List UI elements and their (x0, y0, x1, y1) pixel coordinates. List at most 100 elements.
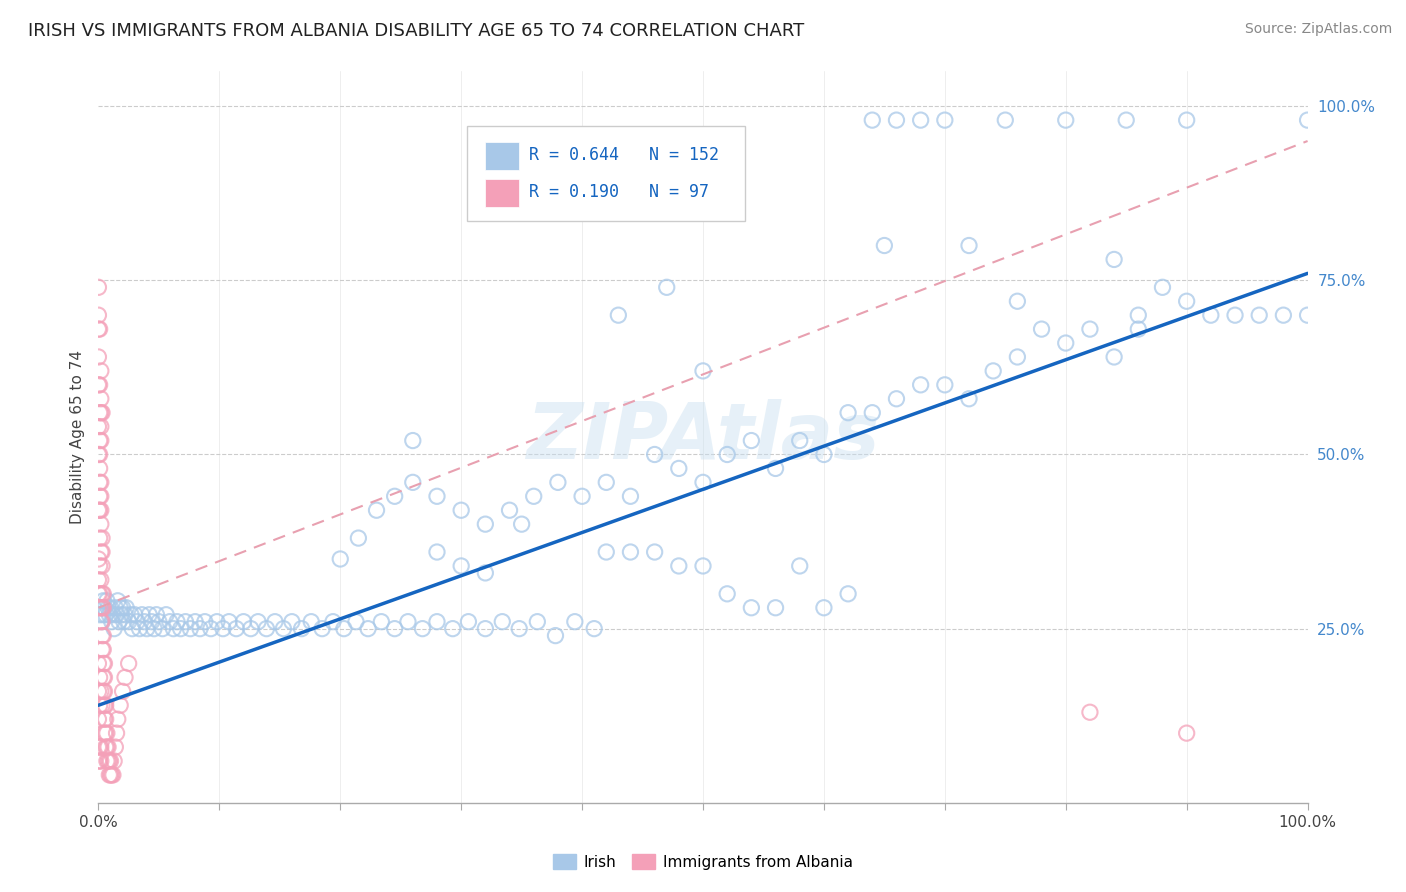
Point (87, 350, 110, 364)
Point (1272, 308, 1295, 322)
Point (89, 531, 111, 545)
Point (87, 754, 110, 768)
Point (87, 552, 110, 566)
Point (87, 308, 110, 322)
Point (91, 600, 114, 615)
Point (860, 113, 883, 128)
Point (89, 489, 111, 503)
Point (957, 238, 980, 252)
Text: R = 0.644   N = 152: R = 0.644 N = 152 (529, 146, 718, 164)
Point (112, 615, 135, 629)
Point (91, 698, 114, 713)
Point (498, 503, 520, 517)
Point (1102, 252, 1125, 267)
Point (143, 622, 166, 636)
Point (90, 392, 112, 406)
Point (91, 615, 114, 629)
Point (97, 600, 120, 615)
Point (1078, 705, 1101, 719)
Point (474, 566, 496, 580)
Point (90, 573, 112, 587)
Point (100, 754, 122, 768)
Point (668, 558, 690, 573)
Point (544, 629, 567, 643)
FancyBboxPatch shape (467, 126, 745, 221)
Point (813, 600, 835, 615)
Point (474, 622, 496, 636)
Point (91, 642, 114, 657)
Point (934, 377, 956, 392)
Text: ZIPAtlas: ZIPAtlas (526, 399, 880, 475)
Point (692, 558, 714, 573)
Point (152, 622, 174, 636)
Point (155, 607, 177, 622)
Point (860, 406, 883, 420)
Point (87, 587, 110, 601)
Point (90, 740, 112, 755)
Point (510, 517, 533, 532)
Point (329, 552, 352, 566)
Point (1102, 350, 1125, 364)
Point (91, 558, 114, 573)
Point (357, 622, 380, 636)
Point (120, 607, 142, 622)
Point (91, 600, 114, 615)
Point (1296, 113, 1319, 128)
Point (87, 448, 110, 462)
Point (225, 622, 247, 636)
Point (93, 698, 115, 713)
Point (89, 406, 111, 420)
Point (87, 573, 110, 587)
Point (716, 587, 738, 601)
Point (523, 489, 546, 503)
Point (1249, 308, 1271, 322)
Point (96, 594, 118, 608)
Point (873, 238, 896, 252)
Point (115, 600, 138, 615)
Point (118, 657, 141, 671)
Point (1054, 113, 1077, 128)
Point (1054, 336, 1077, 351)
Point (90, 615, 112, 629)
Y-axis label: Disability Age 65 to 74: Disability Age 65 to 74 (69, 350, 84, 524)
Point (90, 684, 112, 698)
Point (1078, 322, 1101, 336)
Point (89, 670, 111, 684)
Point (264, 615, 287, 629)
Point (194, 615, 217, 629)
Point (89, 607, 111, 622)
Point (131, 607, 153, 622)
Point (765, 461, 787, 475)
FancyBboxPatch shape (485, 143, 519, 170)
Point (90, 600, 112, 615)
Point (322, 615, 344, 629)
Point (89, 377, 111, 392)
Point (886, 113, 908, 128)
Point (111, 600, 134, 615)
Point (89, 754, 111, 768)
Point (273, 622, 295, 636)
Point (789, 434, 811, 448)
Point (837, 587, 859, 601)
Point (1175, 113, 1198, 128)
Point (90, 754, 112, 768)
Point (607, 308, 630, 322)
Point (450, 558, 472, 573)
Point (205, 615, 228, 629)
Point (910, 113, 932, 128)
Point (90, 475, 112, 490)
Point (174, 615, 197, 629)
Point (90, 419, 112, 434)
Point (97, 740, 120, 755)
Point (94, 726, 117, 740)
Point (145, 607, 167, 622)
Point (89, 434, 111, 448)
Point (384, 489, 406, 503)
Point (1007, 294, 1029, 309)
Point (91, 629, 114, 643)
Point (89, 698, 111, 713)
Point (474, 517, 496, 532)
Point (100, 768, 122, 782)
Point (93, 712, 115, 726)
Point (595, 475, 617, 490)
